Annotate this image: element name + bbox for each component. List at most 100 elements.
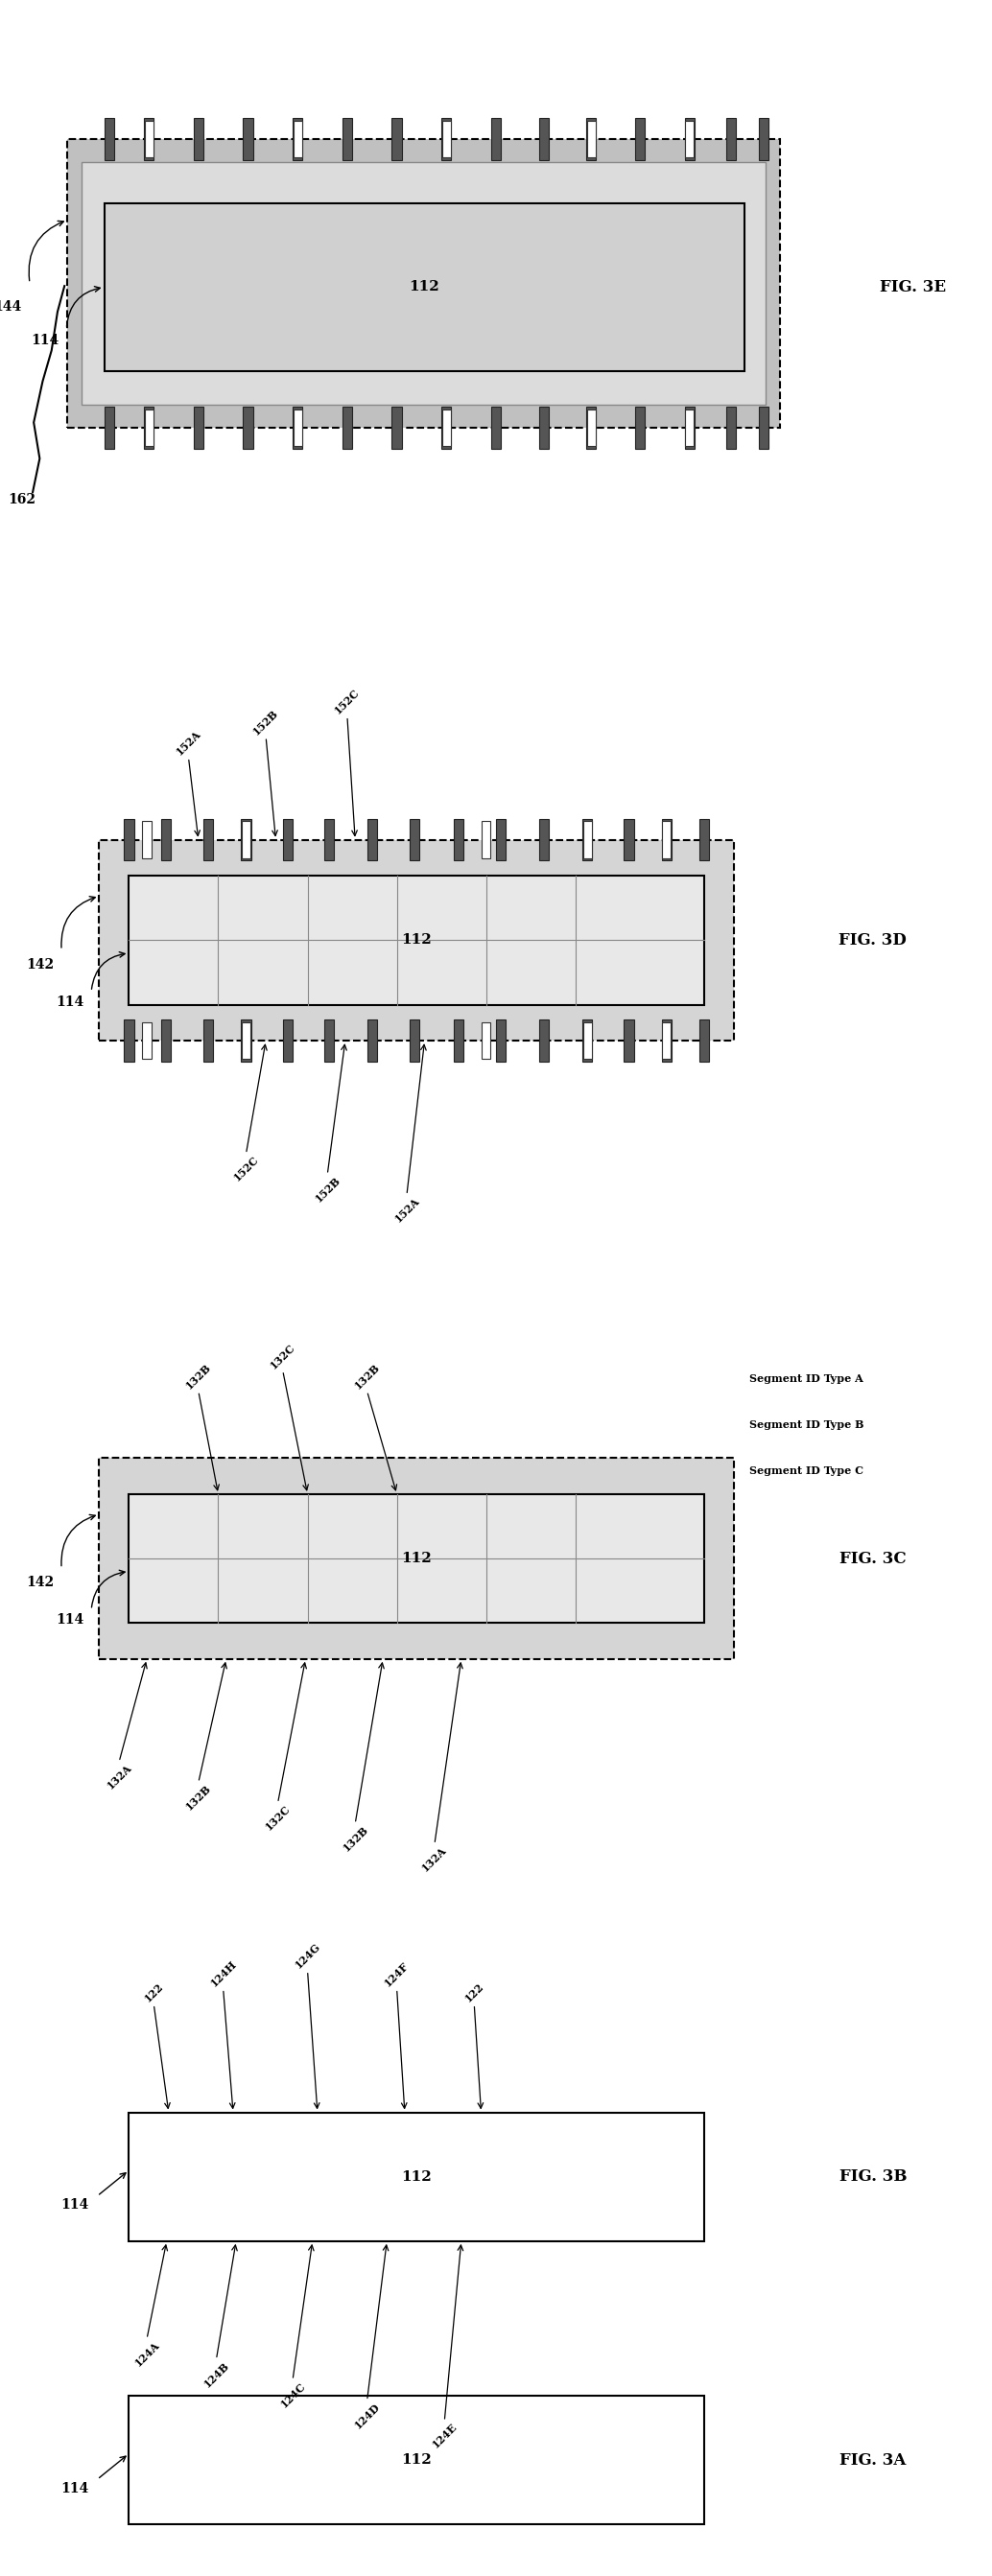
- Bar: [586, 118, 596, 160]
- Bar: [242, 822, 250, 858]
- Bar: [367, 1020, 377, 1061]
- Bar: [283, 819, 293, 860]
- Bar: [294, 410, 302, 446]
- Bar: [684, 407, 694, 448]
- Bar: [586, 407, 596, 448]
- Text: 132B: 132B: [340, 1824, 370, 1852]
- Text: 152C: 152C: [231, 1154, 261, 1182]
- Bar: [539, 118, 549, 160]
- Bar: [144, 407, 154, 448]
- Text: 162: 162: [8, 492, 36, 507]
- Bar: [392, 407, 402, 448]
- Bar: [203, 819, 213, 860]
- Bar: [582, 1020, 592, 1061]
- Bar: [145, 121, 153, 157]
- Bar: [241, 819, 251, 860]
- Text: 124C: 124C: [278, 2380, 308, 2409]
- Bar: [685, 121, 693, 157]
- Text: 152B: 152B: [251, 708, 281, 737]
- Bar: [392, 118, 402, 160]
- Bar: [243, 118, 253, 160]
- Bar: [699, 819, 709, 860]
- Bar: [663, 822, 671, 858]
- Text: Segment ID Type B: Segment ID Type B: [749, 1419, 864, 1430]
- Bar: [726, 407, 736, 448]
- Bar: [759, 118, 769, 160]
- Text: 132B: 132B: [184, 1783, 213, 1811]
- Bar: [583, 822, 591, 858]
- Text: 152B: 152B: [312, 1175, 342, 1203]
- Bar: [129, 1494, 704, 1623]
- Text: 132B: 132B: [352, 1363, 382, 1391]
- Text: 132C: 132C: [268, 1342, 298, 1370]
- Bar: [624, 1020, 634, 1061]
- Bar: [203, 1020, 213, 1061]
- Bar: [496, 1020, 506, 1061]
- Bar: [759, 407, 769, 448]
- Text: 124F: 124F: [383, 1960, 411, 1989]
- Bar: [635, 407, 645, 448]
- Bar: [241, 1020, 251, 1061]
- Bar: [699, 1020, 709, 1061]
- Bar: [662, 819, 672, 860]
- Bar: [143, 1023, 151, 1059]
- Bar: [193, 407, 203, 448]
- Bar: [367, 819, 377, 860]
- Bar: [129, 876, 704, 1005]
- Text: 144: 144: [0, 299, 22, 314]
- Bar: [99, 840, 734, 1041]
- Text: 132B: 132B: [184, 1363, 213, 1391]
- Bar: [145, 410, 153, 446]
- Bar: [442, 121, 450, 157]
- Bar: [726, 118, 736, 160]
- Text: FIG. 3A: FIG. 3A: [839, 2452, 907, 2468]
- Text: 112: 112: [402, 1551, 432, 1566]
- Text: 114: 114: [61, 2197, 88, 2213]
- Bar: [242, 1023, 250, 1059]
- Text: 132C: 132C: [263, 1803, 293, 1832]
- Bar: [662, 1020, 672, 1061]
- Bar: [342, 407, 352, 448]
- Text: 112: 112: [402, 2169, 432, 2184]
- Text: 114: 114: [56, 1613, 83, 1628]
- Bar: [491, 407, 501, 448]
- Text: Segment ID Type C: Segment ID Type C: [749, 1466, 863, 1476]
- Text: 132A: 132A: [420, 1844, 449, 1873]
- Text: FIG. 3E: FIG. 3E: [880, 278, 945, 296]
- Text: 132A: 132A: [104, 1762, 134, 1790]
- Bar: [294, 121, 302, 157]
- Text: 142: 142: [26, 958, 54, 971]
- Text: FIG. 3C: FIG. 3C: [839, 1551, 907, 1566]
- Bar: [124, 1020, 134, 1061]
- Bar: [442, 410, 450, 446]
- Text: FIG. 3B: FIG. 3B: [839, 2169, 907, 2184]
- Bar: [161, 1020, 171, 1061]
- Text: FIG. 3D: FIG. 3D: [839, 933, 907, 948]
- Bar: [539, 819, 549, 860]
- Bar: [482, 1023, 490, 1059]
- Bar: [104, 204, 744, 371]
- Bar: [243, 407, 253, 448]
- Bar: [129, 2112, 704, 2241]
- Text: 114: 114: [56, 994, 83, 1010]
- Text: 124H: 124H: [208, 1958, 238, 1989]
- Bar: [587, 410, 595, 446]
- Text: 124A: 124A: [132, 2339, 162, 2367]
- Bar: [99, 1458, 734, 1659]
- Bar: [283, 1020, 293, 1061]
- Bar: [453, 819, 463, 860]
- Bar: [684, 118, 694, 160]
- Bar: [539, 407, 549, 448]
- Text: 152A: 152A: [392, 1195, 422, 1224]
- Bar: [635, 118, 645, 160]
- Text: 142: 142: [26, 1577, 54, 1589]
- Text: 122: 122: [142, 1981, 166, 2004]
- Bar: [663, 1023, 671, 1059]
- Bar: [410, 819, 420, 860]
- Bar: [582, 819, 592, 860]
- Bar: [143, 822, 151, 858]
- Bar: [453, 1020, 463, 1061]
- Bar: [685, 410, 693, 446]
- Bar: [441, 118, 451, 160]
- Bar: [293, 118, 303, 160]
